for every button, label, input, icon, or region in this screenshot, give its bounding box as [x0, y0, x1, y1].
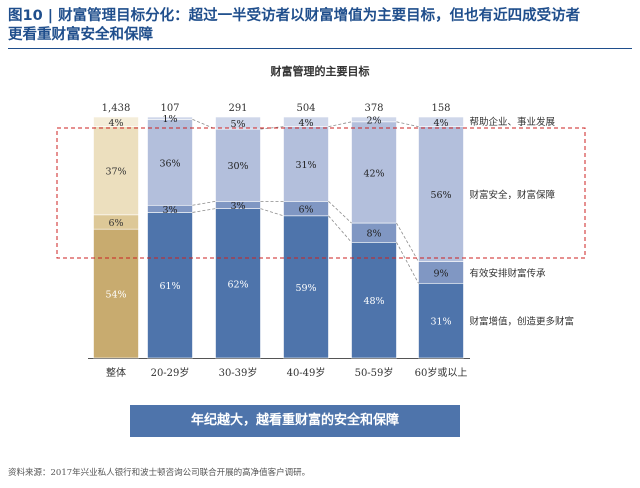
sample-size-label: 107	[160, 103, 179, 114]
category-label: 20-29岁	[151, 366, 190, 379]
figure-title-line-2: 更看重财富安全和保障	[8, 27, 153, 43]
data-label-3-2: 31%	[295, 160, 316, 171]
bar-segment-3-2	[283, 126, 329, 202]
bar-segment-2-2	[215, 128, 261, 202]
data-label-5-1: 9%	[433, 268, 448, 279]
data-label-4-3: 2%	[366, 115, 381, 126]
data-label-4-0: 48%	[363, 296, 384, 307]
data-label-0-1: 6%	[108, 218, 123, 229]
series-legend-label: 帮助企业、事业发展	[470, 116, 556, 128]
data-label-0-2: 37%	[105, 167, 126, 178]
source-note: 资料来源：2017年兴业私人银行和波士顿咨询公司联合开展的高净值客户调研。	[8, 468, 311, 478]
connector-line	[328, 201, 352, 224]
data-label-4-2: 42%	[363, 168, 384, 179]
series-legend-label: 有效安排财富传承	[470, 267, 547, 279]
sample-size-label: 1,438	[102, 103, 131, 114]
bar-segment-0-2	[93, 126, 139, 216]
data-label-0-3: 4%	[108, 118, 123, 129]
category-label: 40-49岁	[287, 366, 326, 379]
category-label: 整体	[106, 366, 126, 379]
bar-segment-4-0	[351, 242, 397, 359]
connector-line	[328, 121, 352, 128]
data-label-1-0: 61%	[159, 281, 180, 292]
data-label-1-3: 1%	[162, 114, 177, 125]
data-label-5-2: 56%	[430, 190, 451, 201]
figure-title-line-1: 图10 | 财富管理目标分化：超过一半受访者以财富增值为主要目标，但也有近四成受…	[8, 8, 581, 24]
data-label-3-1: 6%	[298, 205, 313, 216]
bar-segment-5-2	[418, 126, 464, 262]
category-label: 60岁或以上	[415, 366, 468, 379]
sample-size-label: 291	[228, 103, 247, 114]
bar-segment-5-0	[418, 282, 464, 359]
data-label-1-1: 3%	[162, 205, 177, 216]
figure-title: 图10 | 财富管理目标分化：超过一半受访者以财富增值为主要目标，但也有近四成受…	[8, 7, 632, 45]
bar-segment-4-3	[351, 116, 397, 123]
data-label-2-0: 62%	[227, 279, 248, 290]
data-label-2-3: 5%	[230, 119, 245, 130]
connector-line	[396, 121, 419, 128]
stacked-bar-chart: 财富管理的主要目标 54% 6% 37% 4% 1,438 整体 61% 3% 36% 1%107 2…	[56, 64, 586, 379]
data-label-4-1: 8%	[366, 229, 381, 240]
connector-line	[192, 200, 216, 206]
category-label: 50-59岁	[355, 366, 394, 379]
connector-line	[192, 208, 216, 213]
data-label-0-0: 54%	[105, 290, 126, 301]
conclusion-banner: 年纪越大，越看重财富的安全和保障	[130, 405, 460, 437]
sample-size-label: 158	[431, 103, 450, 114]
series-legend-label: 财富安全，财富保障	[470, 189, 556, 201]
connector-line	[396, 242, 419, 284]
connector-line	[260, 208, 284, 217]
bar-segment-3-0	[283, 215, 329, 359]
chart-title: 财富管理的主要目标	[270, 64, 370, 78]
data-label-3-0: 59%	[295, 283, 316, 294]
sample-size-label: 378	[364, 103, 383, 114]
category-label: 30-39岁	[219, 366, 258, 379]
bar-segment-3-3	[283, 116, 329, 127]
data-label-5-3: 4%	[433, 118, 448, 129]
connector-line	[260, 126, 284, 130]
connector-line	[192, 119, 216, 130]
data-label-1-2: 36%	[159, 158, 180, 169]
data-label-2-1: 3%	[230, 201, 245, 212]
bar-segment-0-3	[93, 116, 139, 127]
bar-segment-1-3	[147, 116, 193, 120]
data-label-3-3: 4%	[298, 118, 313, 129]
bar-segment-1-2	[147, 119, 193, 206]
data-label-5-0: 31%	[430, 317, 451, 328]
data-label-2-2: 30%	[227, 161, 248, 172]
sample-size-label: 504	[296, 103, 315, 114]
bar-segment-2-3	[215, 116, 261, 130]
connector-line	[328, 215, 352, 243]
title-divider	[8, 48, 632, 49]
series-legend-label: 财富增值，创造更多财富	[470, 316, 575, 328]
connector-line	[396, 222, 419, 262]
bar-segment-2-0	[215, 208, 261, 359]
bar-segment-0-0	[93, 228, 139, 359]
bar-segment-5-3	[418, 116, 464, 127]
